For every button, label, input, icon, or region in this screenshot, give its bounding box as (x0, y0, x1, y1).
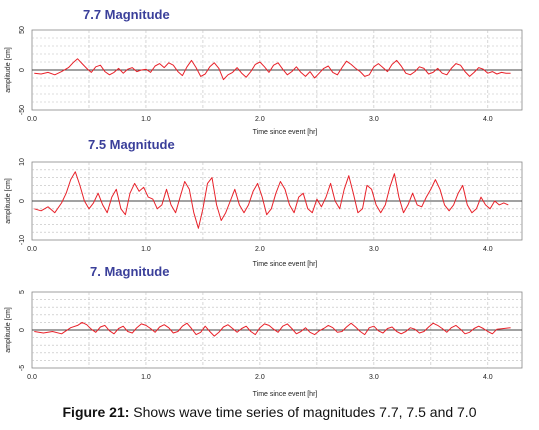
y-tick-label: -10 (19, 235, 26, 245)
y-tick-label: 5 (19, 290, 26, 294)
chart-panel-3: 7. Magnitude 0.0 1.0 2.0 3.0 4.0 -5 0 5 Time sinc… (5, 264, 523, 398)
x-tick-label: 4.0 (483, 374, 493, 381)
wave-series-line (34, 321, 511, 337)
y-tick-label: 10 (19, 158, 26, 166)
y-tick-label: 0 (19, 328, 26, 332)
y-tick-label: 0 (19, 68, 26, 72)
x-tick-label: 0.0 (27, 246, 37, 253)
chart-title: 7. Magnitude (90, 264, 169, 279)
figure-caption: Figure 21: Shows wave time series of mag… (0, 404, 539, 420)
caption-label: Figure 21: (62, 404, 130, 420)
x-tick-label: 2.0 (255, 116, 265, 123)
wave-series-line (34, 58, 511, 81)
x-tick-label: 0.0 (27, 374, 37, 381)
x-axis-label: Time since event [hr] (253, 129, 318, 136)
chart-title: 7.7 Magnitude (83, 7, 170, 22)
chart-title: 7.5 Magnitude (88, 137, 175, 152)
x-tick-label: 4.0 (483, 246, 493, 253)
y-tick-label: 0 (19, 199, 26, 203)
x-tick-label: 3.0 (369, 374, 379, 381)
y-tick-label: -5 (19, 365, 26, 371)
y-axis-label: amplitude [cm] (5, 47, 12, 93)
x-tick-label: 2.0 (255, 374, 265, 381)
x-tick-label: 1.0 (141, 374, 151, 381)
x-tick-label: 4.0 (483, 116, 493, 123)
wave-series-line (34, 171, 509, 229)
x-tick-label: 2.0 (255, 246, 265, 253)
x-tick-label: 1.0 (141, 246, 151, 253)
x-axis-label: Time since event [hr] (253, 261, 318, 268)
chart-panel-2: 7.5 Magnitude 0.0 1.0 2.0 3.0 4.0 -10 0 10 Time s… (5, 137, 523, 268)
y-axis-label: amplitude [cm] (5, 307, 12, 353)
chart-panel-1: 7.7 Magnitude 0.0 1.0 2.0 3.0 4.0 -50 0 50 Time s… (5, 7, 523, 136)
x-tick-label: 3.0 (369, 116, 379, 123)
x-axis-label: Time since event [hr] (253, 391, 318, 398)
x-tick-label: 3.0 (369, 246, 379, 253)
x-tick-label: 0.0 (27, 116, 37, 123)
y-tick-label: 50 (19, 26, 26, 34)
caption-text: Shows wave time series of magnitudes 7.7… (129, 404, 477, 420)
y-axis-label: amplitude [cm] (5, 178, 12, 224)
y-tick-label: -50 (19, 105, 26, 115)
x-tick-label: 1.0 (141, 116, 151, 123)
